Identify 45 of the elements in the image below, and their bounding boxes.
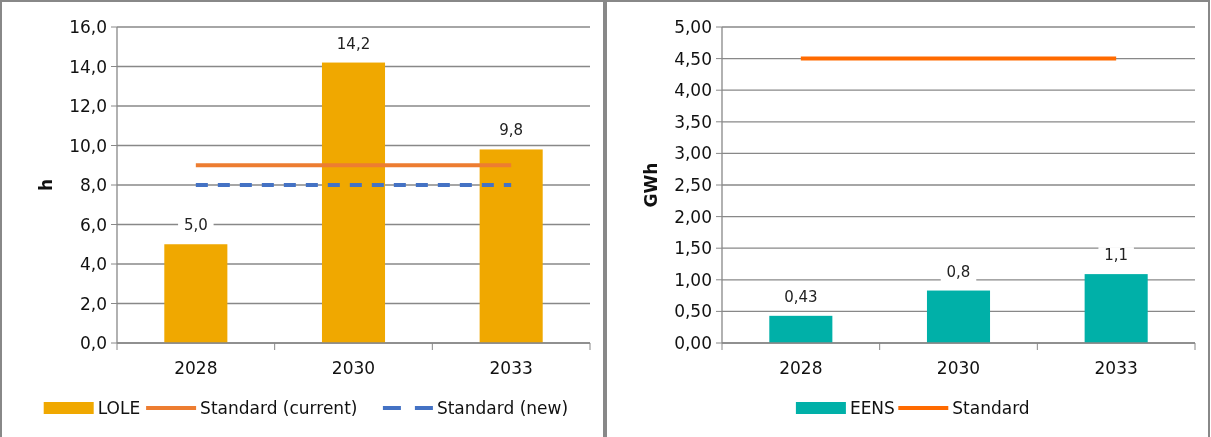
y-tick-label: 1,00 — [674, 269, 712, 290]
bar — [479, 149, 543, 343]
bar — [321, 62, 386, 343]
legend-label: EENS — [849, 398, 895, 418]
data-label: 0,43 — [784, 287, 818, 306]
data-label: 0,8 — [946, 262, 971, 281]
bar — [926, 290, 991, 343]
bar — [769, 315, 833, 343]
y-tick-label: 1,50 — [674, 238, 712, 259]
y-tick-label: 3,50 — [674, 111, 712, 132]
y-tick-label: 3,00 — [674, 143, 712, 164]
y-tick-label: 0,0 — [79, 333, 107, 353]
y-tick-label: 16,0 — [69, 17, 107, 37]
y-tick-label: 4,0 — [79, 254, 107, 274]
data-label: 1,1 — [1104, 246, 1129, 265]
legend-label: Standard (current) — [200, 398, 358, 418]
y-tick-label: 0,50 — [674, 301, 712, 322]
y-axis-title: h — [36, 178, 56, 192]
y-tick-label: 14,0 — [69, 56, 107, 77]
y-tick-label: 10,0 — [69, 135, 107, 156]
x-tick-label: 2028 — [174, 358, 218, 378]
y-tick-label: 4,50 — [674, 48, 712, 69]
y-tick-label: 6,0 — [79, 214, 107, 235]
x-tick-label: 2030 — [936, 358, 981, 378]
data-label: 14,2 — [336, 34, 371, 53]
y-axis-title: GWh — [641, 162, 661, 208]
x-tick-label: 2033 — [489, 358, 533, 378]
y-tick-label: 12,0 — [69, 96, 107, 116]
legend-label: LOLE — [97, 398, 141, 418]
y-tick-label: 0,00 — [674, 333, 712, 353]
y-tick-label: 2,00 — [674, 206, 712, 227]
bar — [164, 244, 228, 343]
x-tick-label: 2033 — [1094, 358, 1138, 378]
y-tick-label: 8,0 — [79, 175, 107, 195]
legend-label: Standard (new) — [436, 398, 569, 418]
data-label: 9,8 — [499, 121, 524, 140]
bar — [1084, 274, 1148, 343]
x-tick-label: 2028 — [779, 358, 823, 378]
y-tick-label: 4,00 — [674, 80, 712, 101]
legend-label: Standard — [952, 398, 1030, 418]
x-tick-label: 2030 — [331, 358, 376, 378]
y-tick-label: 2,50 — [674, 175, 712, 195]
y-tick-label: 2,0 — [79, 293, 107, 314]
data-label: 5,0 — [183, 216, 208, 235]
y-tick-label: 5,00 — [674, 17, 712, 37]
